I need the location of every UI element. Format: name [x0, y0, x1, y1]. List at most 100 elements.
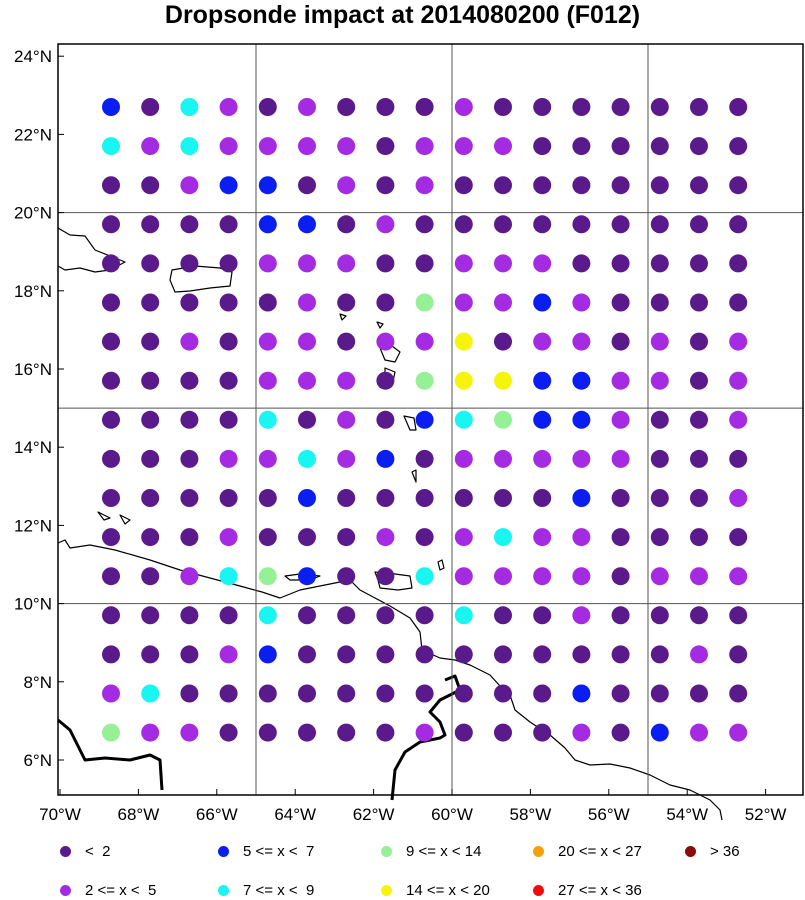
impact-point	[572, 332, 591, 351]
grenada	[411, 469, 417, 483]
impact-point	[611, 371, 630, 390]
impact-point	[611, 176, 630, 195]
impact-point	[611, 332, 630, 351]
barbados	[437, 559, 445, 571]
impact-point	[376, 723, 395, 742]
impact-point	[180, 489, 199, 507]
impact-point	[690, 332, 708, 351]
impact-point	[533, 254, 552, 273]
impact-point	[298, 528, 316, 547]
impact-point	[180, 371, 199, 390]
impact-point	[494, 567, 512, 586]
impact-point	[729, 528, 748, 547]
impact-point	[533, 176, 552, 195]
x-tick-label: 52°W	[745, 805, 787, 824]
impact-point	[690, 449, 708, 468]
impact-point	[729, 215, 748, 234]
impact-point	[494, 489, 512, 507]
impact-point	[298, 489, 316, 507]
impact-point	[454, 684, 473, 703]
puerto-rico	[169, 265, 233, 293]
impact-point	[180, 567, 199, 586]
impact-point	[650, 215, 669, 234]
impact-point	[258, 137, 277, 156]
impact-point	[454, 606, 473, 625]
impact-point	[572, 567, 591, 586]
impact-point	[258, 98, 277, 116]
impact-point	[415, 567, 434, 586]
impact-point	[690, 645, 708, 664]
impact-point	[572, 410, 591, 429]
impact-point	[141, 215, 160, 234]
impact-point	[572, 449, 591, 468]
impact-point	[219, 215, 238, 234]
impact-point	[298, 215, 316, 234]
impact-point	[533, 606, 552, 625]
impact-point	[298, 645, 316, 664]
impact-point	[415, 293, 434, 312]
impact-point	[219, 137, 238, 156]
impact-point	[337, 449, 356, 468]
impact-point	[729, 176, 748, 195]
impact-point	[219, 254, 238, 273]
impact-point	[376, 137, 395, 156]
impact-point	[650, 98, 669, 116]
impact-points	[102, 98, 748, 742]
impact-point	[219, 98, 238, 116]
impact-point	[415, 528, 434, 547]
impact-point	[376, 410, 395, 429]
impact-point	[454, 645, 473, 664]
impact-point	[729, 98, 748, 116]
impact-point	[102, 449, 120, 468]
impact-point	[376, 98, 395, 116]
impact-point	[141, 137, 160, 156]
antigua	[339, 313, 347, 321]
impact-point	[611, 449, 630, 468]
impact-point	[219, 645, 238, 664]
impact-point	[650, 606, 669, 625]
impact-point	[650, 528, 669, 547]
impact-point	[337, 723, 356, 742]
impact-point	[258, 606, 277, 625]
impact-point	[690, 567, 708, 586]
impact-point	[729, 137, 748, 156]
impact-point	[102, 567, 120, 586]
impact-point	[572, 606, 591, 625]
impact-point	[376, 606, 395, 625]
impact-point	[141, 489, 160, 507]
impact-point	[454, 215, 473, 234]
impact-point	[337, 332, 356, 351]
impact-point	[611, 606, 630, 625]
impact-point	[337, 176, 356, 195]
impact-point	[415, 176, 434, 195]
curacao	[119, 514, 131, 525]
impact-point	[729, 293, 748, 312]
impact-point	[729, 254, 748, 273]
x-tick-label: 58°W	[510, 805, 552, 824]
impact-point	[219, 489, 238, 507]
impact-point	[337, 567, 356, 586]
impact-point	[298, 137, 316, 156]
impact-point	[454, 98, 473, 116]
impact-point	[141, 293, 160, 312]
impact-point	[415, 723, 434, 742]
impact-point	[690, 489, 708, 507]
impact-point	[376, 371, 395, 390]
impact-point	[180, 606, 199, 625]
impact-point	[729, 567, 748, 586]
impact-point	[298, 293, 316, 312]
gridlines	[58, 44, 803, 795]
impact-point	[415, 410, 434, 429]
st-kitts	[376, 321, 384, 329]
x-tick-label: 70°W	[39, 805, 81, 824]
impact-point	[376, 489, 395, 507]
impact-point	[533, 449, 552, 468]
impact-point	[180, 684, 199, 703]
impact-point	[729, 606, 748, 625]
impact-point	[180, 410, 199, 429]
impact-point	[102, 684, 120, 703]
impact-point	[141, 254, 160, 273]
impact-point	[454, 723, 473, 742]
impact-point	[102, 137, 120, 156]
impact-point	[572, 254, 591, 273]
